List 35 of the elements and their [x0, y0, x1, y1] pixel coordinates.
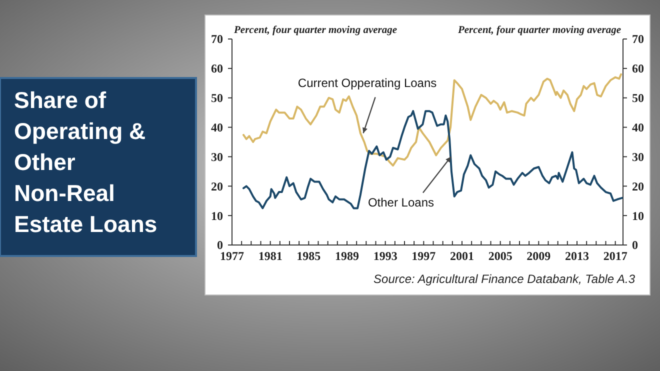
x-tick-label: 1989	[335, 249, 359, 263]
x-tick-label: 1993	[373, 249, 398, 263]
y-tick-label: 30	[211, 150, 223, 164]
y2-tick-label: 10	[632, 208, 644, 223]
x-tick-label: 2013	[565, 249, 589, 263]
x-tick-label: 2017	[603, 249, 628, 263]
annotation: Other Loans	[368, 196, 434, 210]
y-tick-label: 50	[211, 91, 223, 106]
x-tick-label: 2005	[488, 249, 512, 263]
y2-axis-title: Percent, four quarter moving average	[458, 25, 622, 36]
x-tick-label: 1981	[258, 249, 282, 263]
x-tick-label: 2001	[450, 249, 474, 263]
x-tick-label: 2009	[526, 249, 551, 263]
y2-tick-label: 50	[632, 91, 644, 106]
y-tick-label: 0	[217, 238, 223, 252]
y-tick-label: 20	[211, 179, 223, 194]
y2-tick-label: 60	[632, 62, 644, 76]
x-tick-label: 1997	[412, 249, 436, 263]
y-tick-label: 60	[211, 62, 223, 76]
y2-tick-label: 30	[632, 150, 644, 164]
source-note: Source: Agricultural Finance Databank, Table A.3	[374, 272, 636, 286]
y-axis-title: Percent, four quarter moving average	[234, 25, 398, 36]
y-tick-label: 10	[211, 208, 223, 223]
x-tick-label: 1977	[220, 249, 244, 263]
text: Share of Operating & Other Non-Real Estate Loans	[14, 87, 158, 237]
annotation: Current Opperating Loans	[298, 76, 437, 90]
y2-tick-label: 20	[632, 179, 644, 194]
line-series	[242, 110, 624, 210]
y-tick-label: 70	[211, 32, 223, 46]
line-series	[242, 73, 622, 167]
y-tick-label: 40	[211, 120, 223, 134]
y2-tick-label: 40	[632, 120, 644, 134]
x-tick-label: 1985	[296, 249, 321, 263]
y2-tick-label: 70	[632, 32, 644, 46]
y2-tick-label: 0	[632, 238, 638, 252]
